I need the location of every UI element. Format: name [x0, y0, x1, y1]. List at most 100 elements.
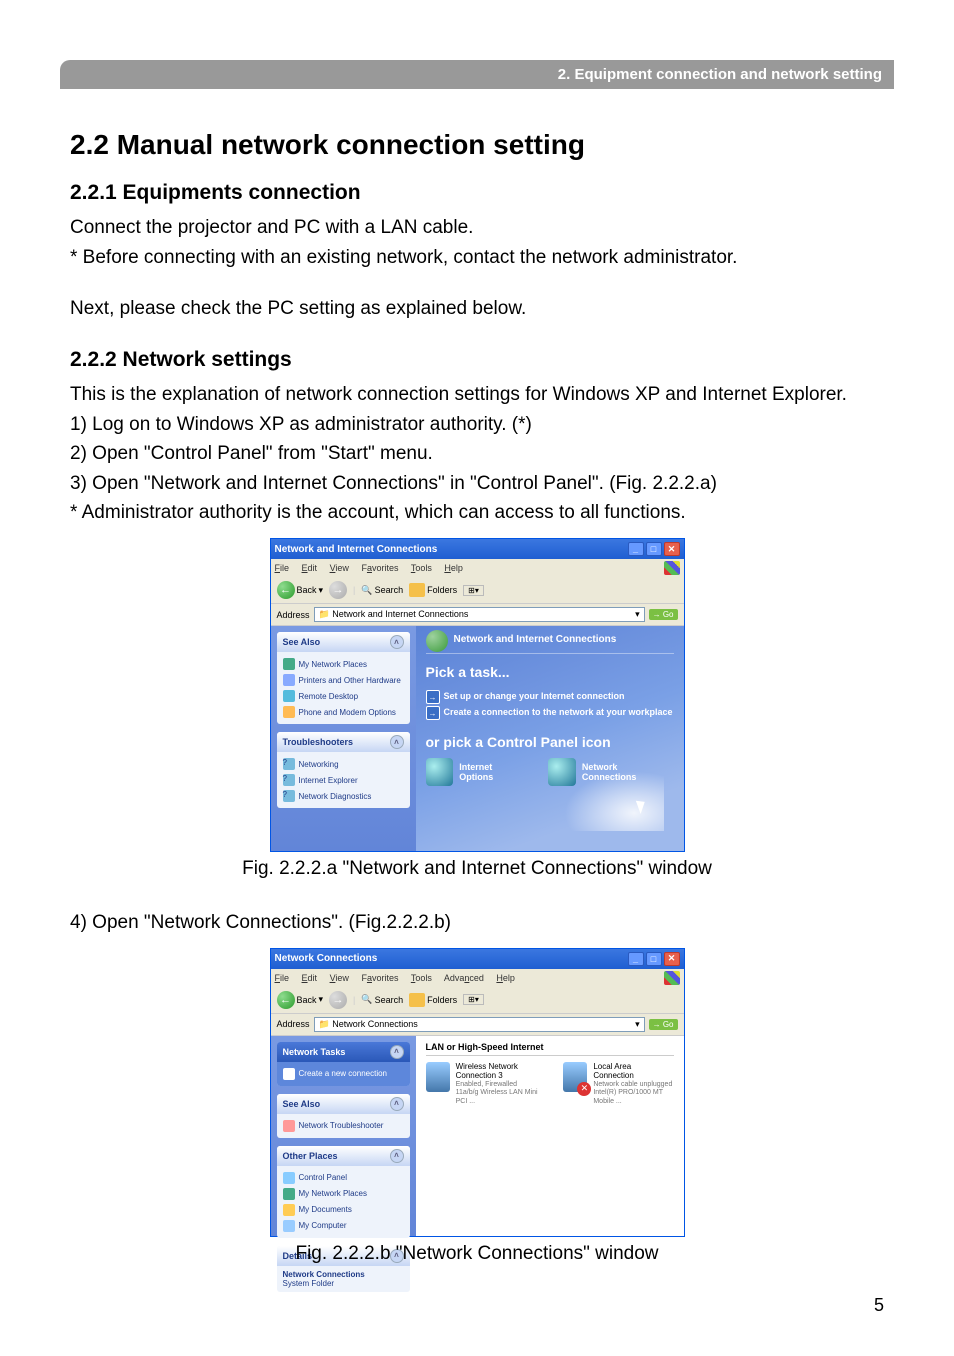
sidebar-item[interactable]: ?Network Diagnostics — [283, 788, 404, 804]
sidebar-item[interactable]: Remote Desktop — [283, 688, 404, 704]
sidebar: See Also˄ My Network Places Printers and… — [271, 626, 416, 851]
chapter-header: 2. Equipment connection and network sett… — [60, 60, 894, 89]
heading-2-equipments: 2.2.1 Equipments connection — [70, 181, 884, 205]
menu-edit[interactable]: Edit — [302, 563, 318, 573]
task-link[interactable]: Set up or change your Internet connectio… — [426, 688, 674, 704]
forward-button[interactable]: → — [329, 581, 347, 599]
section-heading: LAN or High-Speed Internet — [426, 1042, 674, 1056]
details-line: Network Connections — [283, 1270, 404, 1279]
toolbar: ←Back ▾ → | 🔍 Search Folders ⊞▾ — [271, 577, 684, 604]
figure-b-caption: Fig. 2.2.2.b "Network Connections" windo… — [70, 1243, 884, 1265]
cursor-icon — [564, 771, 664, 831]
para: This is the explanation of network conne… — [70, 382, 884, 408]
menu-file[interactable]: File — [275, 973, 290, 983]
maximize-button[interactable]: □ — [646, 952, 662, 966]
heading-1: 2.2 Manual network connection setting — [70, 129, 884, 161]
menu-view[interactable]: View — [330, 973, 349, 983]
collapse-icon[interactable]: ˄ — [390, 1149, 404, 1163]
sidebar-item[interactable]: My Network Places — [283, 656, 404, 672]
window-title: Network Connections — [275, 953, 378, 964]
main-panel: Network and Internet Connections Pick a … — [416, 626, 684, 851]
search-button[interactable]: 🔍 Search — [361, 994, 403, 1005]
minimize-button[interactable]: _ — [628, 952, 644, 966]
go-button[interactable]: → Go — [649, 1019, 678, 1030]
para: 2) Open "Control Panel" from "Start" men… — [70, 441, 884, 467]
close-button[interactable]: ✕ — [664, 952, 680, 966]
address-input[interactable]: 📁 Network Connections▾ — [314, 1017, 645, 1032]
menu-help[interactable]: Help — [444, 563, 463, 573]
see-also-panel: See Also˄ Network Troubleshooter — [277, 1094, 410, 1138]
minimize-button[interactable]: _ — [628, 542, 644, 556]
task-link[interactable]: Create a connection to the network at yo… — [426, 704, 674, 720]
menu-edit[interactable]: Edit — [302, 973, 318, 983]
address-input[interactable]: 📁 Network and Internet Connections▾ — [314, 607, 645, 622]
other-places-panel: Other Places˄ Control Panel My Network P… — [277, 1146, 410, 1238]
collapse-icon[interactable]: ˄ — [390, 735, 404, 749]
toolbar: ←Back ▾ → | 🔍 Search Folders ⊞▾ — [271, 987, 684, 1014]
collapse-icon[interactable]: ˄ — [390, 635, 404, 649]
see-also-panel: See Also˄ My Network Places Printers and… — [277, 632, 410, 724]
sidebar-item[interactable]: Control Panel — [283, 1170, 404, 1186]
or-pick: or pick a Control Panel icon — [426, 734, 674, 750]
sidebar-item[interactable]: Create a new connection — [283, 1066, 404, 1082]
sidebar-item[interactable]: Printers and Other Hardware — [283, 672, 404, 688]
connection-lan[interactable]: Local Area Connection Network cable unpl… — [563, 1062, 673, 1106]
menu-help[interactable]: Help — [496, 973, 515, 983]
menu-tools[interactable]: Tools — [411, 563, 432, 573]
sidebar-item[interactable]: Phone and Modem Options — [283, 704, 404, 720]
close-button[interactable]: ✕ — [664, 542, 680, 556]
para: 3) Open "Network and Internet Connection… — [70, 471, 884, 497]
back-button[interactable]: ←Back ▾ — [277, 581, 324, 599]
sidebar-item[interactable]: ?Networking — [283, 756, 404, 772]
collapse-icon[interactable]: ˄ — [390, 1097, 404, 1111]
forward-button[interactable]: → — [329, 991, 347, 1009]
sidebar-item[interactable]: My Computer — [283, 1218, 404, 1234]
sidebar-item[interactable]: ?Internet Explorer — [283, 772, 404, 788]
titlebar: Network Connections _ □ ✕ — [271, 949, 684, 969]
views-button[interactable]: ⊞▾ — [463, 994, 484, 1005]
menu-advanced[interactable]: Advanced — [444, 973, 484, 983]
sidebar: Network Tasks˄ Create a new connection S… — [271, 1036, 416, 1236]
address-label: Address — [277, 610, 310, 620]
menu-file[interactable]: File — [275, 563, 290, 573]
main-panel: LAN or High-Speed Internet Wireless Netw… — [416, 1036, 684, 1236]
menu-tools[interactable]: Tools — [411, 973, 432, 983]
troubleshooters-panel: Troubleshooters˄ ?Networking ?Internet E… — [277, 732, 410, 808]
para: * Before connecting with an existing net… — [70, 245, 884, 271]
collapse-icon[interactable]: ˄ — [390, 1045, 404, 1059]
views-button[interactable]: ⊞▾ — [463, 585, 484, 596]
sidebar-item[interactable]: My Documents — [283, 1202, 404, 1218]
maximize-button[interactable]: □ — [646, 542, 662, 556]
figure-b-window: Network Connections _ □ ✕ File Edit View… — [270, 948, 685, 1237]
back-button[interactable]: ←Back ▾ — [277, 991, 324, 1009]
menu-view[interactable]: View — [330, 563, 349, 573]
menubar: File Edit View Favorites Tools Advanced … — [271, 969, 684, 987]
menu-favorites[interactable]: Favorites — [361, 563, 398, 573]
para: Next, please check the PC setting as exp… — [70, 296, 884, 322]
cp-icon-internet-options[interactable]: Internet Options — [426, 758, 529, 786]
windows-logo-icon — [664, 971, 680, 985]
figure-a-window: Network and Internet Connections _ □ ✕ F… — [270, 538, 685, 852]
window-title: Network and Internet Connections — [275, 544, 438, 555]
folders-button[interactable]: Folders — [409, 583, 457, 597]
go-button[interactable]: → Go — [649, 609, 678, 620]
menubar: File Edit View Favorites Tools Help — [271, 559, 684, 577]
para: * Administrator authority is the account… — [70, 500, 884, 526]
connection-wireless[interactable]: Wireless Network Connection 3 Enabled, F… — [426, 1062, 546, 1106]
lan-icon — [563, 1062, 587, 1092]
menu-favorites[interactable]: Favorites — [361, 973, 398, 983]
search-button[interactable]: 🔍 Search — [361, 585, 403, 596]
sidebar-item[interactable]: Network Troubleshooter — [283, 1118, 404, 1134]
para: 4) Open "Network Connections". (Fig.2.2.… — [70, 910, 884, 936]
pick-a-task: Pick a task... — [426, 664, 674, 680]
details-line: System Folder — [283, 1279, 404, 1288]
page-number: 5 — [70, 1295, 884, 1316]
main-heading: Network and Internet Connections — [426, 632, 674, 654]
network-tasks-panel: Network Tasks˄ Create a new connection — [277, 1042, 410, 1086]
heading-2-network: 2.2.2 Network settings — [70, 348, 884, 372]
para: Connect the projector and PC with a LAN … — [70, 215, 884, 241]
folders-button[interactable]: Folders — [409, 993, 457, 1007]
sidebar-item[interactable]: My Network Places — [283, 1186, 404, 1202]
titlebar: Network and Internet Connections _ □ ✕ — [271, 539, 684, 559]
figure-a-caption: Fig. 2.2.2.a "Network and Internet Conne… — [70, 858, 884, 880]
